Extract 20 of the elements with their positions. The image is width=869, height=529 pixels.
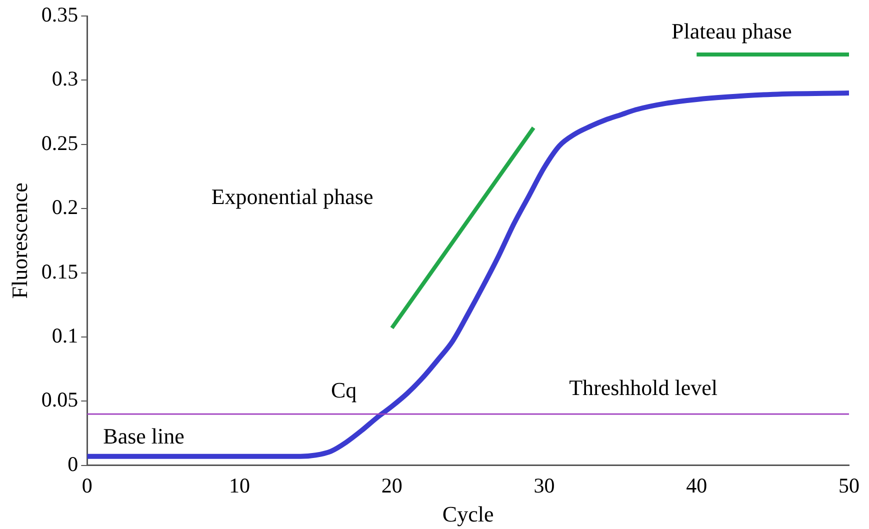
annotation: Exponential phase bbox=[211, 184, 374, 210]
annotation: Plateau phase bbox=[671, 18, 792, 44]
ref-line-label: Threshhold level bbox=[569, 374, 718, 400]
x-tick-label: 10 bbox=[229, 474, 250, 498]
y-tick-label: 0.1 bbox=[52, 324, 78, 348]
y-tick-label: 0.15 bbox=[41, 259, 78, 284]
y-tick-label: 0.35 bbox=[41, 2, 78, 27]
x-axis-title: Cycle bbox=[442, 502, 494, 527]
y-tick-label: 0.2 bbox=[52, 195, 78, 220]
annotation: Cq bbox=[330, 377, 357, 402]
y-tick-label: 0.05 bbox=[41, 388, 78, 412]
annotation: Base line bbox=[103, 424, 184, 449]
y-tick-label: 0 bbox=[68, 452, 78, 476]
y-tick-label: 0.25 bbox=[41, 130, 78, 155]
x-tick-label: 30 bbox=[534, 474, 555, 498]
x-tick-label: 50 bbox=[838, 474, 860, 498]
y-axis-title: Fluorescence bbox=[6, 182, 32, 299]
y-tick-label: 0.3 bbox=[52, 66, 78, 91]
x-tick-label: 40 bbox=[686, 474, 708, 498]
x-tick-label: 20 bbox=[381, 474, 402, 498]
